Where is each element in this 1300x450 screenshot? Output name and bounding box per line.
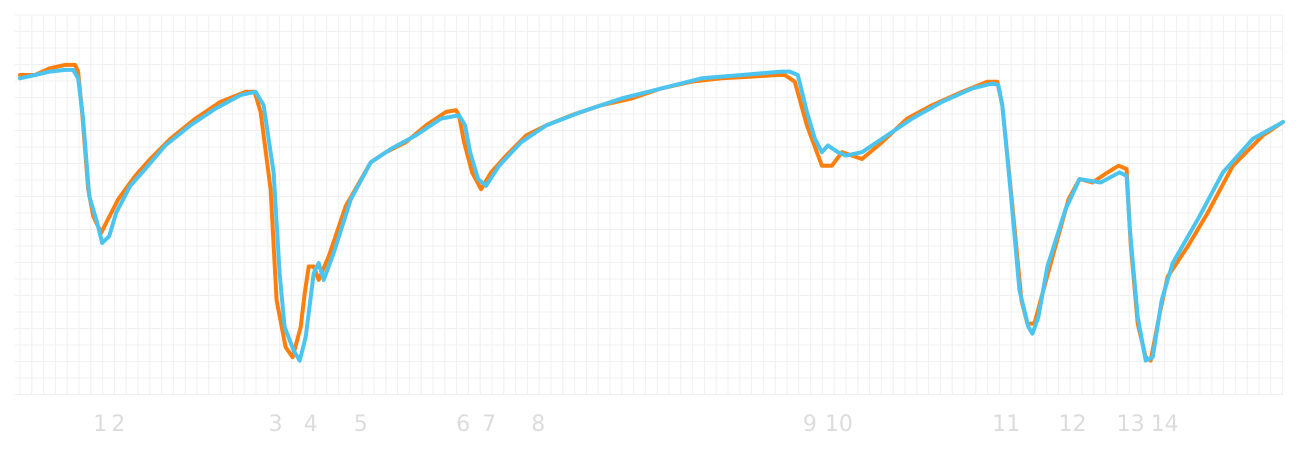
x-tick-label: 2 xyxy=(111,412,125,437)
x-tick-label: 1 xyxy=(93,412,107,437)
x-tick-label: 7 xyxy=(482,412,496,437)
x-tick-label: 3 xyxy=(269,412,283,437)
series-line-2 xyxy=(18,67,1285,363)
x-tick-label: 8 xyxy=(531,412,545,437)
x-tick-label: 11 xyxy=(992,412,1020,437)
x-tick-label: 13 xyxy=(1117,412,1145,437)
x-tick-label: 10 xyxy=(825,412,853,437)
x-tick-label: 4 xyxy=(304,412,318,437)
chart-grid xyxy=(15,14,1284,395)
chart-lines xyxy=(18,62,1285,363)
x-tick-label: 5 xyxy=(354,412,368,437)
x-tick-label: 12 xyxy=(1059,412,1087,437)
x-tick-label: 6 xyxy=(456,412,470,437)
x-tick-label: 9 xyxy=(803,412,817,437)
x-tick-label: 14 xyxy=(1151,412,1179,437)
x-axis-tick-labels: 1 2 3 4 5 6 7 8 9 10 11 12 13 14 xyxy=(93,412,1179,437)
